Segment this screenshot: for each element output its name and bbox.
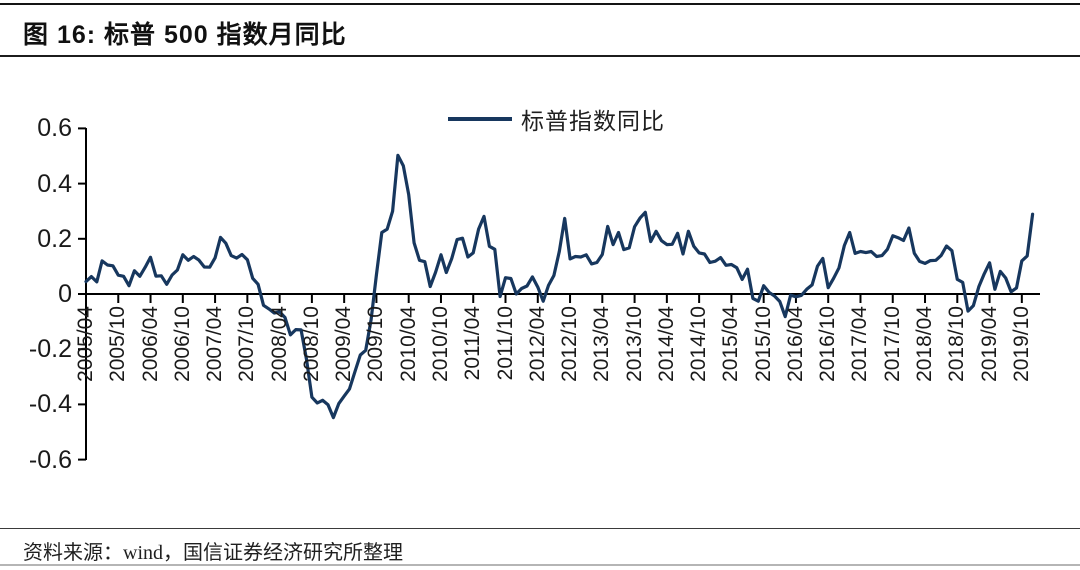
x-axis-tick-label: 2008/10 [299, 306, 323, 382]
x-axis-tick-label: 2011/10 [493, 306, 517, 381]
line-chart: 标普指数同比 0.6 0.4 0.2 0 -0.2 -0.4 -0.6 2005/04 2005… [0, 60, 1080, 520]
footer-rule [0, 528, 1080, 529]
legend-label: 标普指数同比 [521, 109, 665, 134]
x-axis-tick-label: 2018/04 [913, 306, 937, 382]
y-axis-tick-label: -0.2 [28, 335, 72, 364]
bottom-rule [0, 564, 1080, 566]
x-axis-tick-label: 2005/10 [106, 306, 130, 382]
page-title: 图 16: 标普 500 指数月同比 [23, 21, 347, 49]
y-axis-tick-label: -0.6 [28, 445, 72, 474]
y-axis-tick-label: 0.6 [37, 114, 72, 143]
x-axis-tick-label: 2005/04 [74, 306, 97, 382]
top-rule [0, 3, 1080, 5]
x-axis-tick-label: 2011/04 [461, 306, 485, 381]
title-underline [0, 55, 1080, 57]
legend-line-swatch [448, 117, 512, 121]
x-axis-tick-label: 2009/04 [332, 306, 356, 382]
x-axis-tick-label: 2016/04 [783, 306, 807, 382]
source-note: 资料来源：wind，国信证券经济研究所整理 [23, 542, 403, 564]
x-axis-tick-label: 2010/10 [428, 306, 452, 382]
y-axis-tick-label: 0 [58, 280, 72, 308]
x-axis-tick-label: 2018/10 [945, 306, 969, 382]
x-axis-tick-label: 2016/10 [816, 306, 840, 382]
legend: 标普指数同比 [448, 102, 665, 136]
x-axis-tick-label: 2019/10 [1009, 306, 1033, 382]
x-axis-tick-label: 2017/10 [880, 306, 904, 382]
x-axis-tick-label: 2013/04 [590, 306, 614, 382]
x-axis-tick-label: 2006/04 [138, 306, 162, 382]
x-axis-tick-label: 2013/10 [622, 306, 646, 382]
x-axis-tick-label: 2006/10 [170, 306, 194, 382]
x-axis-tick-label: 2007/10 [235, 306, 259, 382]
x-axis-tick-label: 2014/10 [687, 306, 711, 382]
x-axis-tick-label: 2012/04 [525, 306, 549, 382]
x-axis-tick-label: 2008/04 [267, 306, 291, 382]
y-axis-tick-label: 0.4 [37, 169, 72, 198]
x-axis-tick-label: 2012/10 [558, 306, 582, 382]
y-axis-tick-label: 0.2 [37, 224, 72, 253]
x-axis-tick-label: 2009/10 [364, 306, 388, 382]
x-axis-tick-label: 2007/04 [203, 306, 227, 382]
x-axis-tick-label: 2015/10 [751, 306, 775, 382]
x-axis-tick-label: 2010/04 [396, 306, 420, 382]
chart-plot [78, 127, 1040, 461]
x-axis-tick-label: 2015/04 [719, 306, 743, 382]
x-axis-tick-label: 2019/04 [977, 306, 1001, 382]
y-axis-tick-label: -0.4 [28, 390, 72, 419]
x-axis-tick-label: 2017/04 [848, 306, 872, 382]
x-axis-tick-label: 2014/04 [654, 306, 678, 382]
series-line [84, 153, 1035, 420]
